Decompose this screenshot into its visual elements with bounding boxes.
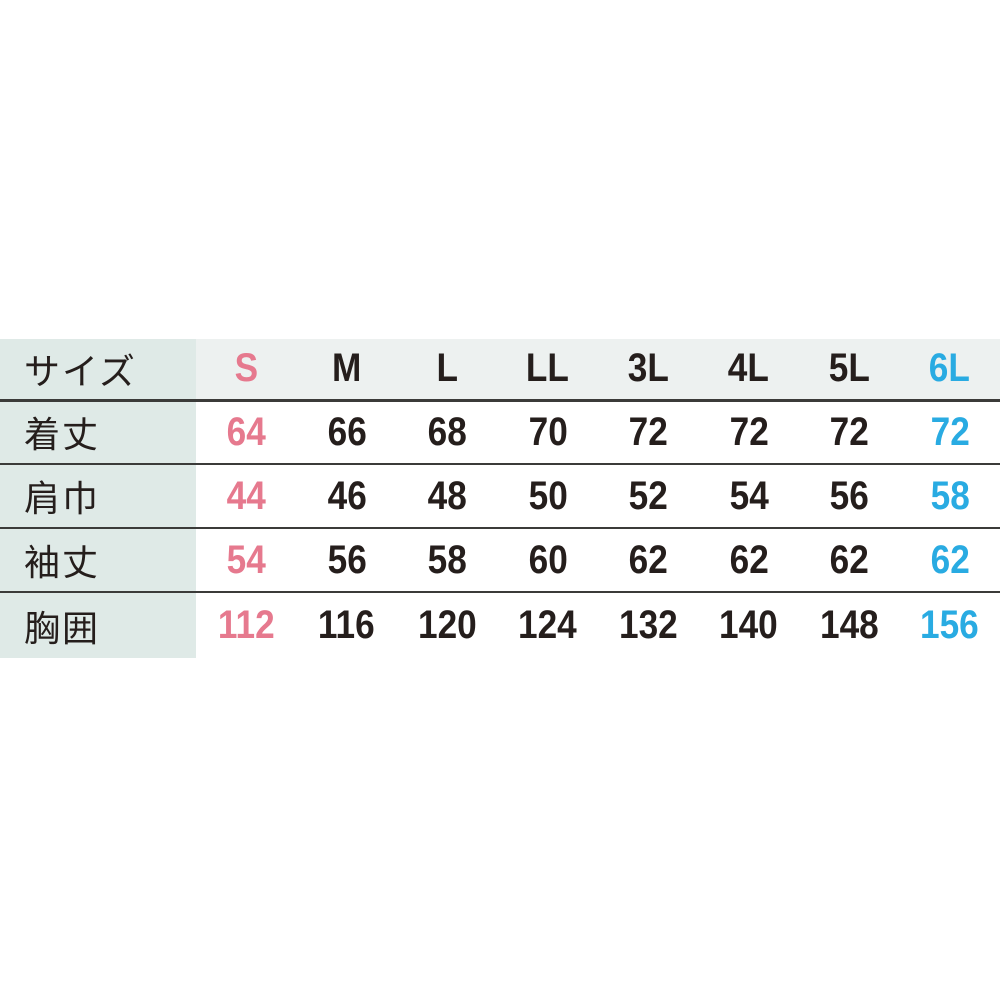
value-cell: 140 <box>698 592 799 658</box>
value-text: 60 <box>528 537 568 582</box>
value-cell: 156 <box>899 592 1000 658</box>
value-cell: 64 <box>196 400 297 465</box>
column-header-l: L <box>397 339 498 402</box>
value-cell: 52 <box>598 464 699 529</box>
column-header-size-label: サイズ <box>0 339 196 402</box>
value-cell: 62 <box>899 528 1000 593</box>
value-text: 48 <box>427 473 467 518</box>
column-header-ll: LL <box>497 339 598 402</box>
value-text: 44 <box>226 473 266 518</box>
row-label-body-length: 着丈 <box>0 400 196 465</box>
value-cell: 62 <box>799 528 900 593</box>
value-text: 54 <box>729 473 769 518</box>
value-cell: 112 <box>196 592 297 658</box>
value-cell: 120 <box>397 592 498 658</box>
column-header-m-text: M <box>332 346 362 391</box>
value-text: 64 <box>226 409 266 454</box>
column-header-3l: 3L <box>598 339 699 402</box>
column-header-3l-text: 3L <box>627 346 669 391</box>
value-text: 70 <box>528 409 568 454</box>
value-text: 62 <box>930 537 970 582</box>
value-text: 68 <box>427 409 467 454</box>
value-cell: 56 <box>296 528 397 593</box>
column-header-6l: 6L <box>899 339 1000 402</box>
column-header-4l: 4L <box>698 339 799 402</box>
value-text: 62 <box>829 537 869 582</box>
value-text: 72 <box>829 409 869 454</box>
value-text: 62 <box>628 537 668 582</box>
value-text: 72 <box>930 409 970 454</box>
value-text: 62 <box>729 537 769 582</box>
value-text: 124 <box>518 603 578 647</box>
value-cell: 58 <box>397 528 498 593</box>
value-cell: 58 <box>899 464 1000 529</box>
value-text: 58 <box>930 473 970 518</box>
value-cell: 60 <box>497 528 598 593</box>
value-cell: 70 <box>497 400 598 465</box>
value-cell: 124 <box>497 592 598 658</box>
value-text: 46 <box>327 473 367 518</box>
value-cell: 54 <box>698 464 799 529</box>
row-label-shoulder-width: 肩巾 <box>0 464 196 529</box>
row-label-chest: 胸囲 <box>0 592 196 658</box>
value-cell: 72 <box>799 400 900 465</box>
value-cell: 72 <box>899 400 1000 465</box>
value-cell: 44 <box>196 464 297 529</box>
value-cell: 72 <box>698 400 799 465</box>
value-text: 132 <box>618 603 678 647</box>
value-text: 116 <box>318 603 376 647</box>
column-header-s: S <box>196 339 297 402</box>
value-cell: 46 <box>296 464 397 529</box>
value-cell: 72 <box>598 400 699 465</box>
table-row-chest: 胸囲 112 116 120 124 132 140 148 156 <box>0 592 1000 658</box>
value-cell: 54 <box>196 528 297 593</box>
table-row-shoulder-width: 肩巾 44 46 48 50 52 54 56 58 <box>0 464 1000 529</box>
value-cell: 50 <box>497 464 598 529</box>
value-text: 72 <box>729 409 769 454</box>
value-text: 50 <box>528 473 568 518</box>
value-text: 56 <box>327 537 367 582</box>
value-text: 58 <box>427 537 467 582</box>
value-cell: 66 <box>296 400 397 465</box>
row-label-sleeve-length: 袖丈 <box>0 528 196 593</box>
value-cell: 62 <box>598 528 699 593</box>
value-cell: 148 <box>799 592 900 658</box>
value-text: 156 <box>920 603 980 647</box>
value-cell: 132 <box>598 592 699 658</box>
value-text: 56 <box>829 473 869 518</box>
value-text: 148 <box>819 603 879 647</box>
column-header-5l: 5L <box>799 339 900 402</box>
header-row: サイズ S M L LL 3L 4L 5L 6L <box>0 339 1000 402</box>
value-cell: 62 <box>698 528 799 593</box>
value-text: 72 <box>628 409 668 454</box>
value-text: 112 <box>217 603 275 647</box>
column-header-l-text: L <box>436 346 459 391</box>
column-header-ll-text: LL <box>526 346 570 391</box>
column-header-4l-text: 4L <box>728 346 770 391</box>
column-header-s-text: S <box>234 346 258 391</box>
column-header-6l-text: 6L <box>929 346 971 391</box>
value-cell: 116 <box>296 592 397 658</box>
value-text: 54 <box>226 537 266 582</box>
value-text: 120 <box>417 603 477 647</box>
value-cell: 68 <box>397 400 498 465</box>
table-row-sleeve-length: 袖丈 54 56 58 60 62 62 62 62 <box>0 528 1000 593</box>
value-text: 52 <box>628 473 668 518</box>
value-cell: 48 <box>397 464 498 529</box>
table-row-body-length: 着丈 64 66 68 70 72 72 72 72 <box>0 400 1000 465</box>
column-header-m: M <box>296 339 397 402</box>
column-header-5l-text: 5L <box>828 346 870 391</box>
value-text: 140 <box>719 603 779 647</box>
value-text: 66 <box>327 409 367 454</box>
size-chart-table: サイズ S M L LL 3L 4L 5L 6L 着丈 64 66 68 70 … <box>0 339 1000 658</box>
value-cell: 56 <box>799 464 900 529</box>
